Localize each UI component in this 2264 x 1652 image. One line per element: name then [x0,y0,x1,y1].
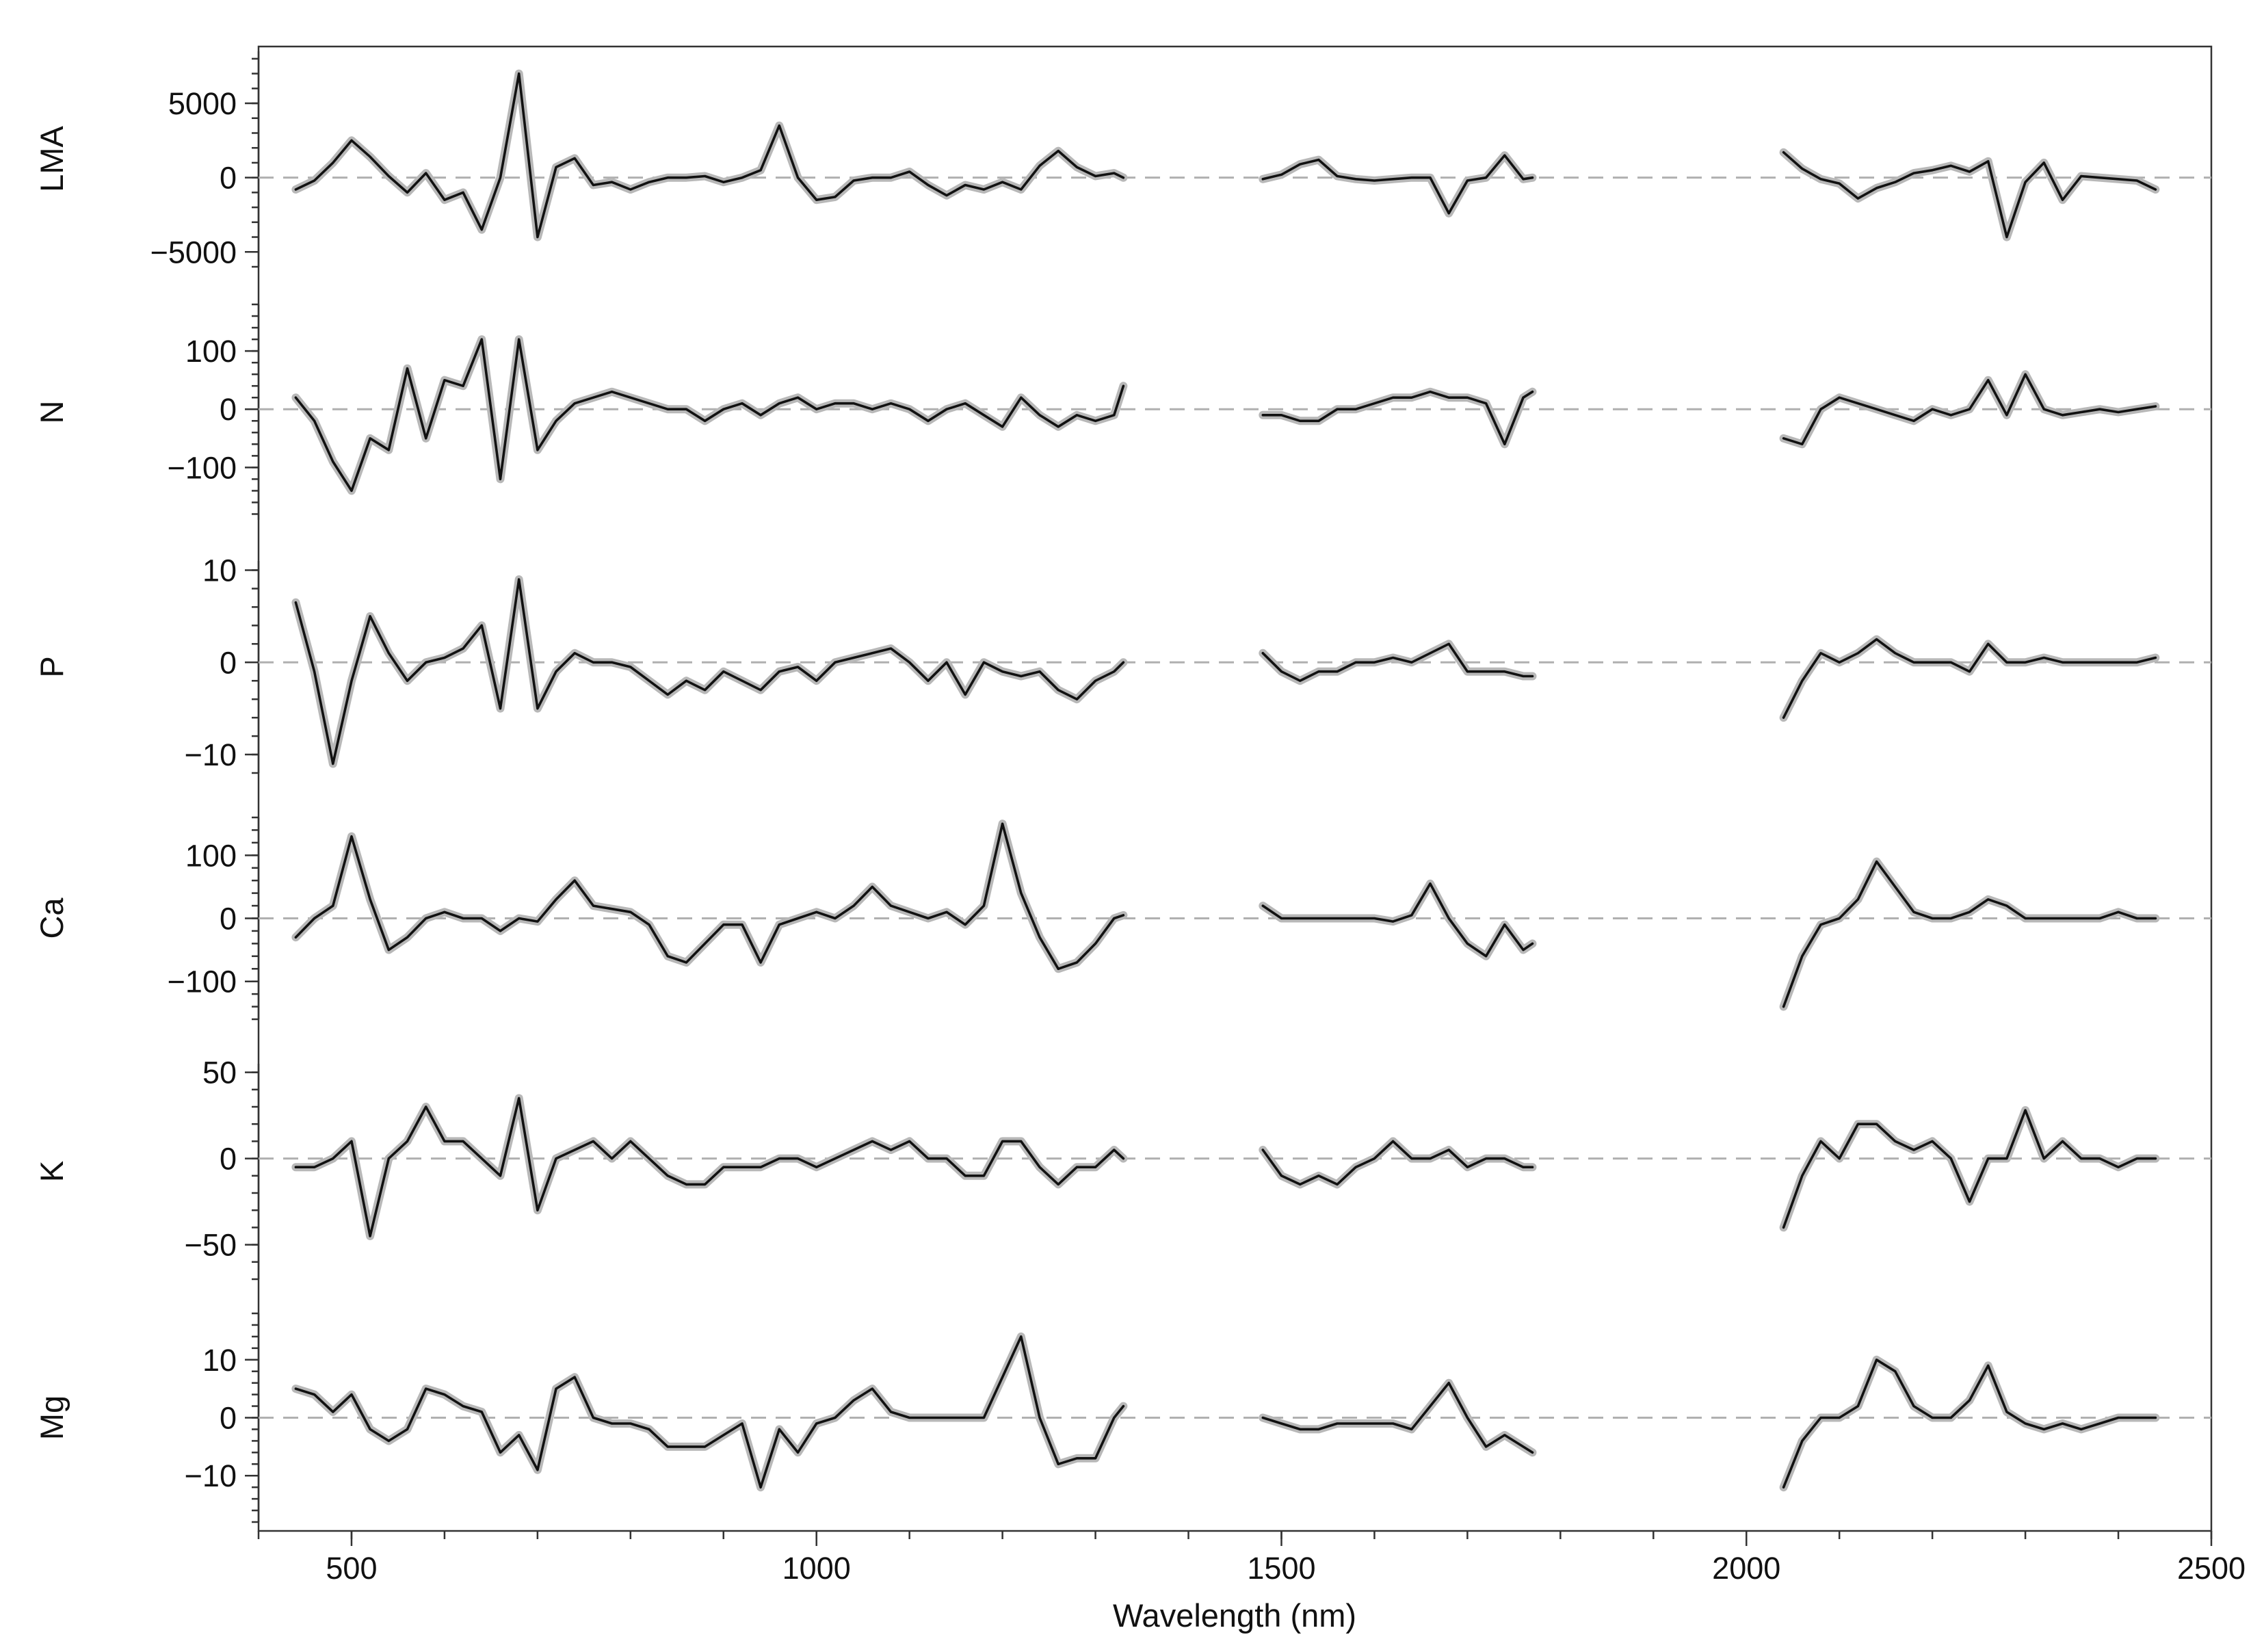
coefficient-line [294,338,1125,493]
confidence-band [1779,635,2160,722]
y-tick-label: −5000 [150,235,237,270]
y-tick-label: 10 [202,1343,237,1378]
coefficient-line [1782,638,2157,719]
panel-p: 10 0 −10 P [34,553,2211,774]
coefficient-line [1782,1359,2157,1489]
y-tick-label: 0 [220,645,237,680]
y-tick-label: 10 [202,553,237,588]
y-tick-label: 100 [185,838,237,873]
y-tick-label: −10 [185,737,237,772]
confidence-band [291,575,1128,768]
coefficient-line [1782,150,2157,239]
x-tick-label: 1500 [1247,1551,1315,1586]
coefficient-line [1261,390,1534,446]
y-tick-label: 50 [202,1056,237,1090]
plot-frame [257,45,2213,1532]
y-tick-label: 0 [220,1401,237,1436]
y-tick-label: 0 [220,161,237,196]
coefficient-line [1261,882,1534,958]
coefficient-line [1261,1140,1534,1186]
x-tick-label: 500 [326,1551,377,1586]
confidence-band [291,1332,1128,1492]
x-tick-label: 2500 [2177,1551,2246,1586]
panel-label: N [34,401,70,424]
x-axis: 500 1000 1500 2000 2500 [257,1531,2246,1586]
panel-n: 100 0 −100 N [34,303,2211,520]
y-tick-label: 0 [220,392,237,427]
y-tick-label: 0 [220,902,237,936]
panel-label: Ca [34,897,70,939]
y-tick-label: −10 [185,1458,237,1493]
y-tick-label: 5000 [168,86,237,121]
coefficient-line [1782,373,2157,446]
panel-k: 50 0 −50 K [34,1056,2211,1281]
coefficient-line [1261,154,1534,215]
panel-label: P [34,656,70,677]
y-tick-label: 0 [220,1142,237,1177]
panel-ca: 100 0 −100 Ca [34,816,2211,1021]
y-tick-label: −100 [168,965,237,999]
confidence-band [291,69,1128,241]
coefficient-line [1261,1381,1534,1454]
panel-mg: 10 0 −10 Mg [34,1312,2211,1523]
y-tick-label: −100 [168,450,237,485]
x-axis-title: Wavelength (nm) [1113,1597,1356,1634]
coefficient-line [1782,860,2157,1008]
coefficient-line [294,578,1125,765]
coefficient-line [294,822,1125,971]
x-tick-label: 2000 [1712,1551,1780,1586]
y-tick-label: 100 [185,334,237,369]
coefficient-line [294,1097,1125,1237]
panels-layer: 50000−5000LMA1000−100N100−10P1000−100Ca5… [34,51,2211,1523]
y-tick-label: −50 [185,1228,237,1263]
coefficient-line [294,72,1125,239]
confidence-band [1779,1106,2160,1232]
coefficient-line [1261,642,1534,683]
confidence-band [291,820,1128,973]
panel-label: Mg [34,1395,70,1440]
panel-label: LMA [34,126,70,192]
confidence-band [1259,1137,1537,1189]
coefficient-line [294,1335,1125,1489]
coefficient-line [1782,1109,2157,1229]
panel-lma: 5000 0 −5000 LMA [34,51,2211,270]
panel-label: K [34,1161,70,1182]
x-tick-label: 1000 [782,1551,851,1586]
confidence-band [1779,857,2160,1011]
confidence-band [1779,148,2160,241]
